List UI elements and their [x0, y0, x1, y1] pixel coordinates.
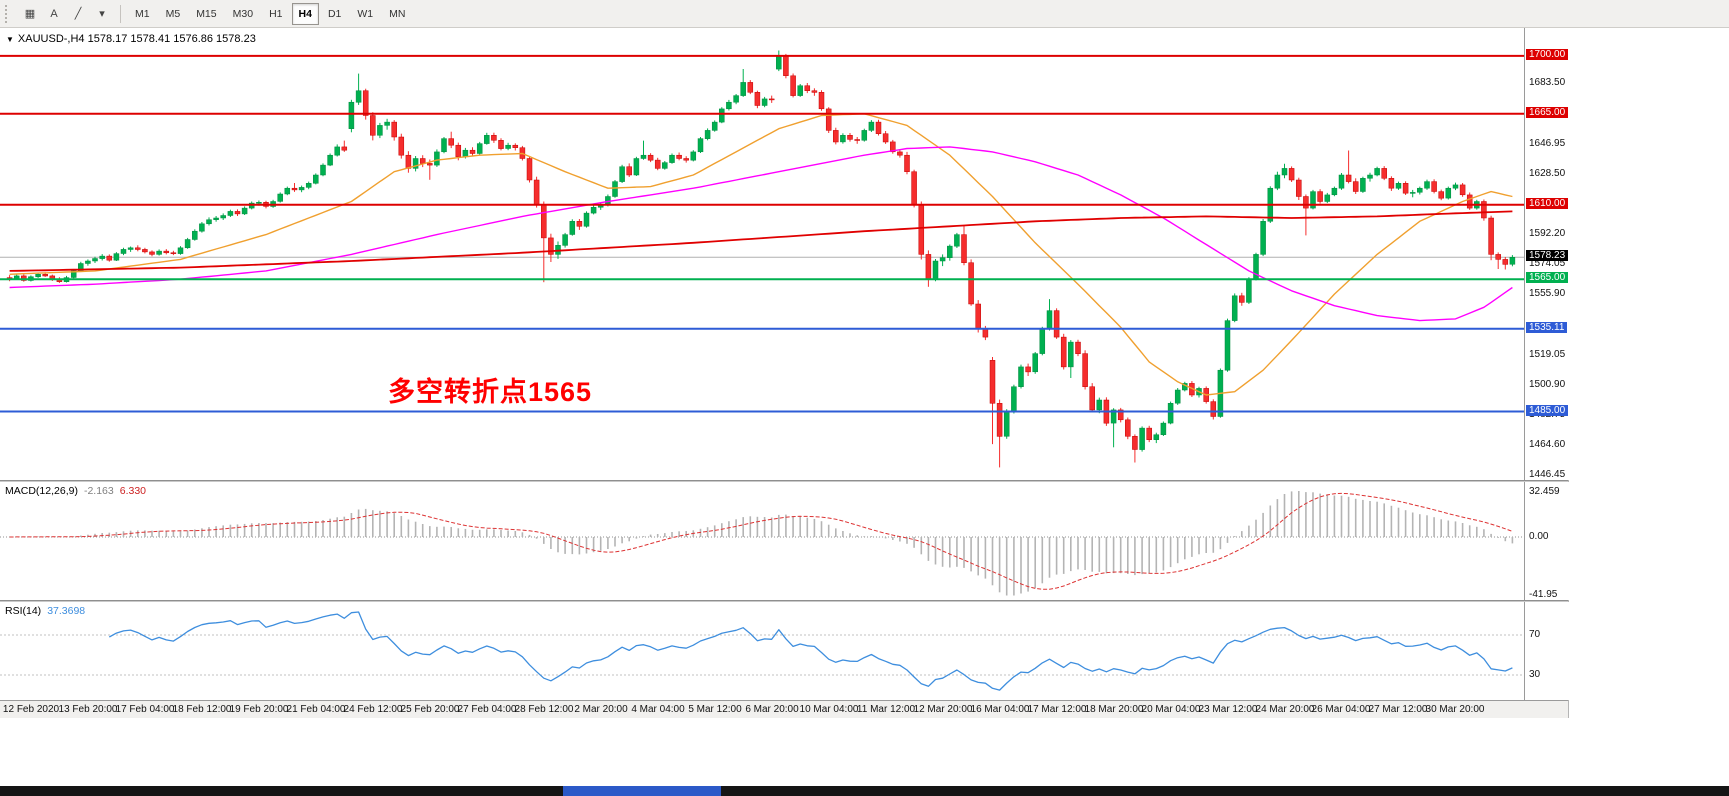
- panel-splitter[interactable]: [0, 600, 1568, 602]
- main-chart-panel: ▼ XAUUSD-,H4 1578.17 1578.41 1576.86 157…: [0, 28, 1569, 480]
- time-axis-label: 2 Mar 20:00: [574, 704, 628, 715]
- charts-grid-tool[interactable]: ▦: [24, 8, 36, 20]
- time-axis-label: 27 Feb 04:00: [457, 704, 517, 715]
- rsi-name: RSI(14): [5, 605, 42, 617]
- time-axis-label: 20 Mar 04:00: [1141, 704, 1201, 715]
- price-tick-label: 1500.90: [1529, 379, 1566, 390]
- macd-chart[interactable]: [0, 482, 1524, 600]
- time-axis-label: 4 Mar 04:00: [631, 704, 685, 715]
- line-price-label: 1565.00: [1526, 272, 1569, 283]
- toolbar-separator: [120, 4, 121, 23]
- rsi-label: RSI(14) 37.3698: [5, 605, 85, 617]
- macd-name: MACD(12,26,9): [5, 485, 78, 497]
- price-tick-label: 1446.45: [1529, 469, 1566, 480]
- time-axis-label: 11 Mar 12:00: [856, 704, 916, 715]
- time-axis-label: 27 Mar 12:00: [1368, 704, 1428, 715]
- rsi-tick-label: 70: [1529, 629, 1541, 640]
- timeframe-m1[interactable]: M1: [135, 7, 150, 20]
- current-price-label: 1578.23: [1526, 250, 1569, 261]
- trendline-tool[interactable]: ╱: [74, 8, 82, 20]
- timeframe-w1[interactable]: W1: [357, 7, 374, 20]
- time-axis-label: 12 Mar 20:00: [913, 704, 973, 715]
- line-price-label: 1535.11: [1526, 322, 1568, 333]
- time-axis-label: 24 Mar 20:00: [1255, 704, 1315, 715]
- price-tick-label: 1519.05: [1529, 349, 1566, 360]
- price-tick-label: 1683.50: [1529, 77, 1566, 88]
- timeframe-h1[interactable]: H1: [269, 7, 283, 20]
- time-axis-label: 18 Mar 20:00: [1084, 704, 1144, 715]
- macd-tick-label: 0.00: [1529, 531, 1549, 542]
- macd-label: MACD(12,26,9) -2.163 6.330: [5, 485, 146, 497]
- shapes-dropdown[interactable]: ▾: [99, 8, 105, 20]
- time-axis-label: 18 Feb 12:00: [172, 704, 232, 715]
- macd-panel: MACD(12,26,9) -2.163 6.330 32.459 0.00 -41.9…: [0, 482, 1569, 600]
- time-axis-label: 26 Mar 04:00: [1311, 704, 1371, 715]
- line-price-label: 1665.00: [1526, 107, 1569, 118]
- rsi-panel: RSI(14) 37.3698 70 30: [0, 602, 1569, 700]
- time-axis-label: 25 Feb 20:00: [400, 704, 460, 715]
- rsi-value: 37.3698: [47, 605, 86, 617]
- time-axis-label: 10 Mar 04:00: [799, 704, 859, 715]
- timeframe-d1[interactable]: D1: [327, 7, 342, 20]
- time-axis-label: 17 Feb 04:00: [115, 704, 175, 715]
- macd-tick-label: -41.95: [1529, 589, 1558, 600]
- symbol-ohlc-line: ▼ XAUUSD-,H4 1578.17 1578.41 1576.86 157…: [6, 33, 256, 45]
- panel-splitter[interactable]: [0, 480, 1568, 482]
- taskbar[interactable]: [0, 786, 1729, 796]
- text-label-tool[interactable]: A: [50, 7, 58, 20]
- top-toolbar: ▦ A ╱ ▾ M1 M5 M15 M30 H1 H4 D1 W1 MN: [0, 0, 1729, 28]
- price-tick-label: 1628.50: [1529, 168, 1566, 179]
- price-tick-label: 1464.60: [1529, 439, 1566, 450]
- symbol-ohlc-text: XAUUSD-,H4 1578.17 1578.41 1576.86 1578.…: [17, 33, 256, 45]
- time-axis-label: 19 Feb 20:00: [229, 704, 289, 715]
- time-axis-label: 6 Mar 20:00: [745, 704, 799, 715]
- rsi-chart[interactable]: [0, 602, 1524, 700]
- price-tick-label: 1574.05: [1529, 258, 1566, 269]
- timeframe-mn[interactable]: MN: [389, 7, 406, 20]
- macd-signal-value: 6.330: [119, 485, 147, 497]
- annotation-text[interactable]: 多空转折点1565: [388, 377, 593, 407]
- quick-trade-arrow-icon[interactable]: ▼: [6, 34, 14, 44]
- time-axis-label: 30 Mar 20:00: [1425, 704, 1485, 715]
- chart-window: ▼ XAUUSD-,H4 1578.17 1578.41 1576.86 157…: [0, 28, 1569, 718]
- timeframe-m30[interactable]: M30: [232, 7, 254, 20]
- taskbar-app-segment[interactable]: [563, 786, 721, 796]
- line-price-label: 1610.00: [1526, 198, 1569, 209]
- time-axis-label: 16 Mar 04:00: [970, 704, 1030, 715]
- time-axis-label: 23 Mar 12:00: [1198, 704, 1258, 715]
- macd-main-value: -2.163: [83, 485, 114, 497]
- line-price-label: 1485.00: [1526, 405, 1569, 416]
- price-tick-label: 1646.95: [1529, 138, 1566, 149]
- macd-tick-label: 32.459: [1529, 486, 1560, 497]
- timeframe-buttons-group: M1 M5 M15 M30 H1 H4 D1 W1 MN: [127, 2, 413, 25]
- macd-axis[interactable]: 32.459 0.00 -41.95: [1524, 482, 1569, 600]
- line-price-label: 1700.00: [1526, 49, 1569, 60]
- time-axis-label: 24 Feb 12:00: [343, 704, 403, 715]
- time-axis-label: 13 Feb 20:00: [58, 704, 118, 715]
- price-tick-label: 1592.20: [1529, 228, 1566, 239]
- timeframe-m15[interactable]: M15: [196, 7, 217, 20]
- drawing-tools-group: ▦ A ╱ ▾: [18, 3, 114, 25]
- time-axis-label: 17 Mar 12:00: [1027, 704, 1087, 715]
- toolbar-grip[interactable]: [5, 4, 12, 23]
- rsi-axis[interactable]: 70 30: [1524, 602, 1569, 700]
- candlestick-chart[interactable]: [0, 28, 1524, 480]
- timeframe-h4[interactable]: H4: [291, 2, 319, 25]
- time-axis-label: 28 Feb 12:00: [514, 704, 574, 715]
- rsi-tick-label: 30: [1529, 669, 1541, 680]
- time-axis-label: 5 Mar 12:00: [688, 704, 742, 715]
- price-axis[interactable]: 1683.50 1646.95 1628.50 1592.20 1574.05 1555.…: [1524, 28, 1569, 480]
- price-tick-label: 1555.90: [1529, 288, 1566, 299]
- time-axis-label: 12 Feb 2020: [2, 704, 60, 715]
- timeframe-m5[interactable]: M5: [165, 7, 181, 20]
- time-axis-label: 21 Feb 04:00: [286, 704, 346, 715]
- time-axis[interactable]: 12 Feb 2020 13 Feb 20:00 17 Feb 04:00 18 Fe…: [0, 700, 1568, 718]
